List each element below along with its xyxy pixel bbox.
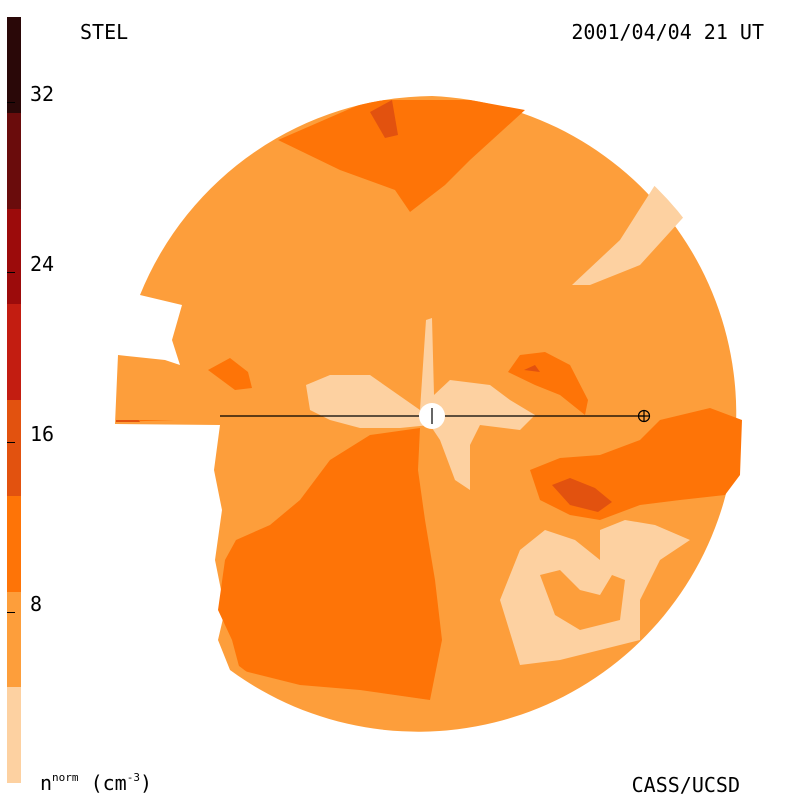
timestamp-label: 2001/04/04 21 UT	[571, 20, 764, 44]
colorbar-tick	[7, 442, 15, 443]
colorbar-segment	[7, 687, 21, 783]
map-light-lower-right-inner	[540, 570, 625, 630]
colorbar-segment	[7, 112, 21, 209]
map-region-left	[218, 428, 442, 700]
colorbar-tick-label-8: 8	[30, 592, 43, 616]
map-spot-upper-right-dark	[524, 365, 540, 372]
colorbar-tick-label-16: 16	[30, 422, 55, 446]
map-light-center	[306, 318, 535, 490]
units-exp: -3	[126, 771, 140, 784]
colorbar-tick	[7, 272, 15, 273]
units-base: n	[40, 771, 53, 795]
instrument-label: STEL	[80, 20, 129, 44]
colorbar-segment	[7, 495, 21, 592]
credit-label: CASS/UCSD	[631, 773, 740, 797]
units-sup: norm	[52, 771, 79, 784]
colorbar-tick-label-24: 24	[30, 252, 55, 276]
colorbar	[7, 17, 21, 783]
units-label: nnorm (cm-3)	[40, 772, 152, 793]
units-paren-open: (cm	[78, 771, 127, 795]
colorbar-tick	[7, 612, 15, 613]
colorbar-tick-label-32: 32	[30, 82, 55, 106]
earth-icon	[637, 409, 651, 423]
colorbar-segment	[7, 17, 21, 113]
map-spot-left	[208, 358, 252, 390]
colorbar-tick	[7, 102, 15, 103]
colorbar-segment	[7, 304, 21, 400]
colorbar-segment	[7, 400, 21, 496]
units-paren-close: )	[139, 771, 153, 795]
colorbar-segment	[7, 208, 21, 305]
map-region-top-dark	[370, 100, 398, 138]
map-light-lower-right	[500, 520, 690, 665]
map-region-right-dark	[552, 478, 612, 512]
map-spot-upper-right	[508, 352, 588, 415]
map-light-upper-right	[572, 185, 690, 285]
map-region-top	[278, 100, 525, 212]
colorbar-segment	[7, 591, 21, 688]
